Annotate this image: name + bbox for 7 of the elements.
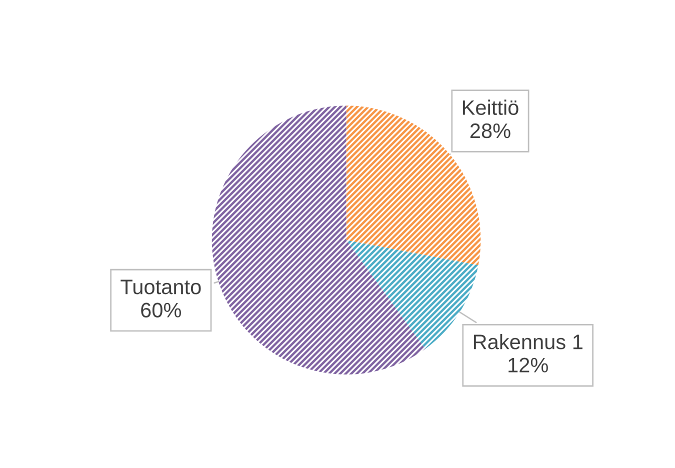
- data-label: 28%: [470, 123, 510, 138]
- pie-slice: [212, 106, 426, 374]
- slice-label: Tuotanto: [120, 280, 201, 294]
- data-label: 60%: [141, 302, 182, 318]
- data-label: 12%: [508, 358, 548, 372]
- slice-label: Keittiö: [462, 100, 518, 115]
- slice-label: Rakennus 1: [474, 334, 582, 350]
